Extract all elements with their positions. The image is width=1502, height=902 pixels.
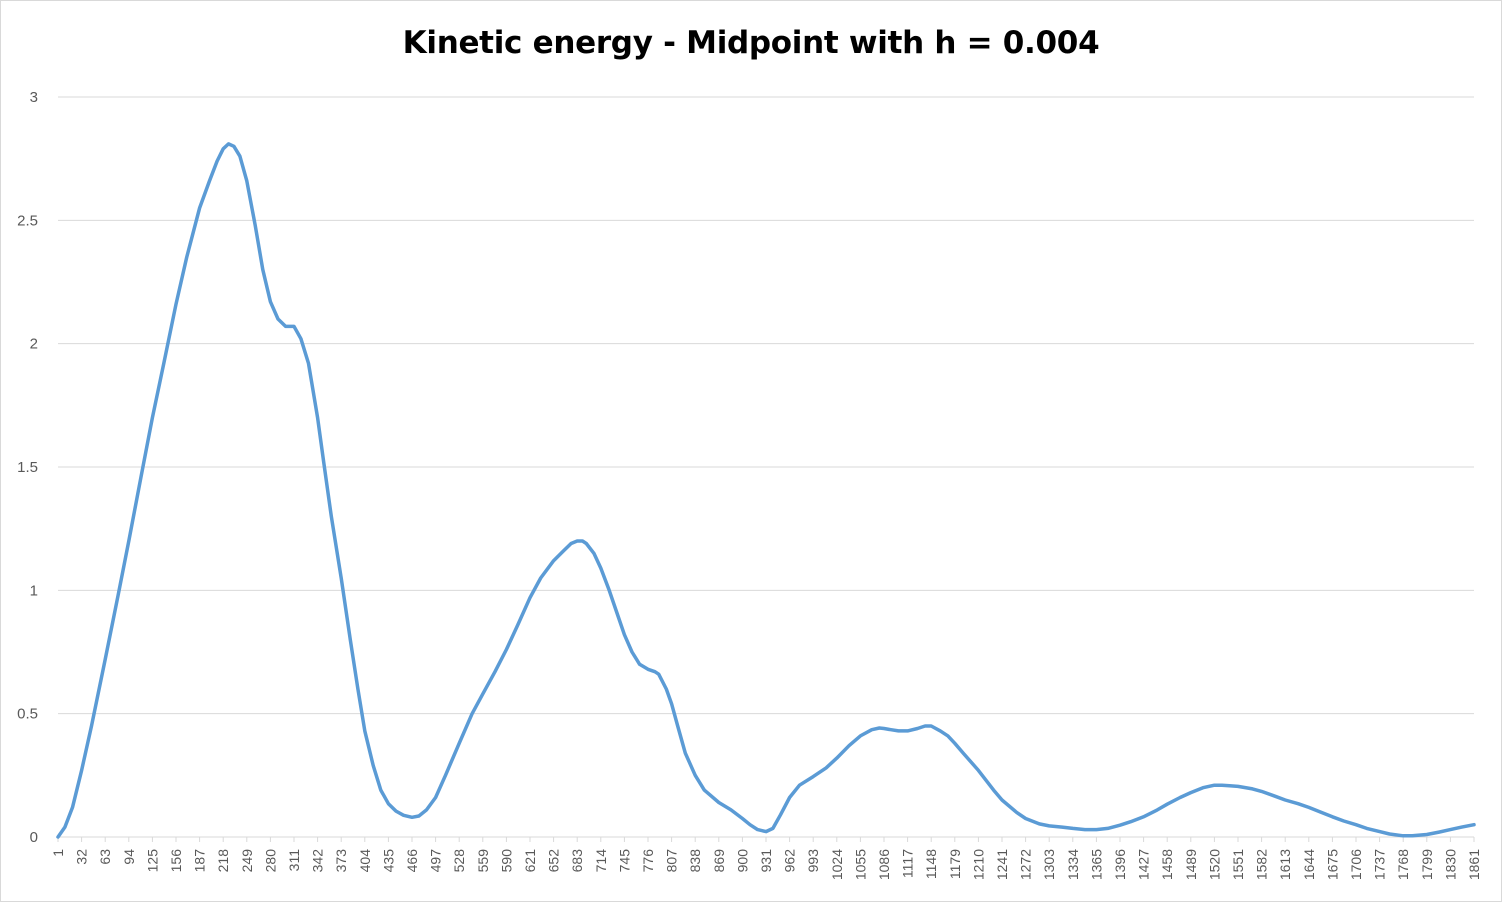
y-tick-label: 0.5 bbox=[17, 706, 38, 723]
y-tick-label: 2.5 bbox=[17, 212, 38, 229]
x-tick-label: 1117 bbox=[900, 849, 916, 878]
x-tick-label: 621 bbox=[522, 849, 538, 873]
x-tick-label: 1551 bbox=[1230, 849, 1246, 880]
y-tick-label: 1 bbox=[30, 582, 38, 599]
x-tick-label: 1489 bbox=[1183, 849, 1199, 880]
x-tick-label: 590 bbox=[498, 849, 514, 873]
x-tick-label: 1520 bbox=[1206, 849, 1222, 880]
x-tick-label: 342 bbox=[310, 849, 326, 873]
x-tick-label: 1024 bbox=[829, 849, 845, 880]
x-tick-label: 1861 bbox=[1466, 849, 1482, 880]
x-tick-label: 373 bbox=[333, 849, 349, 873]
x-tick-label: 745 bbox=[616, 849, 632, 873]
x-tick-label: 1675 bbox=[1324, 849, 1340, 880]
x-tick-label: 1210 bbox=[970, 849, 986, 880]
x-tick-label: 218 bbox=[215, 849, 231, 873]
x-tick-label: 404 bbox=[357, 849, 373, 873]
gridlines bbox=[58, 96, 1474, 715]
x-axis: 1 32 63 94 125 156 187 218 249 280 311 342 373 404 435… bbox=[50, 836, 1482, 880]
y-axis: 0 0.5 1 1.5 2 2.5 3 bbox=[17, 89, 38, 846]
x-tick-label: 1644 bbox=[1301, 849, 1317, 880]
x-tick-label: 1272 bbox=[1018, 849, 1034, 880]
x-tick-label: 900 bbox=[734, 849, 750, 873]
x-tick-label: 1334 bbox=[1065, 849, 1081, 880]
x-tick-label: 1706 bbox=[1348, 849, 1364, 880]
x-tick-label: 962 bbox=[782, 849, 798, 873]
x-tick-label: 993 bbox=[805, 849, 821, 873]
y-tick-label: 0 bbox=[30, 829, 38, 846]
x-tick-label: 1086 bbox=[876, 849, 892, 880]
x-tick-label: 1768 bbox=[1395, 849, 1411, 880]
x-tick-label: 156 bbox=[168, 849, 184, 873]
series-line-0 bbox=[56, 142, 1476, 839]
x-tick-label: 1365 bbox=[1088, 849, 1104, 880]
x-tick-label: 1396 bbox=[1112, 849, 1128, 880]
x-tick-label: 1458 bbox=[1159, 849, 1175, 880]
x-tick-label: 838 bbox=[687, 849, 703, 873]
x-tick-label: 807 bbox=[664, 849, 680, 873]
x-tick-label: 528 bbox=[451, 849, 467, 873]
x-tick-label: 683 bbox=[569, 849, 585, 873]
x-tick-label: 187 bbox=[192, 849, 208, 873]
x-tick-label: 466 bbox=[404, 849, 420, 873]
x-tick-label: 1737 bbox=[1372, 849, 1388, 880]
x-tick-label: 1055 bbox=[852, 849, 868, 880]
x-tick-label: 1148 bbox=[923, 849, 939, 879]
x-tick-label: 1613 bbox=[1277, 849, 1293, 880]
x-tick-label: 1 bbox=[50, 849, 66, 857]
series-layer bbox=[56, 142, 1476, 839]
x-tick-label: 32 bbox=[74, 849, 90, 865]
x-tick-label: 1179 bbox=[947, 849, 963, 879]
x-tick-label: 497 bbox=[428, 849, 444, 873]
x-tick-label: 94 bbox=[121, 849, 137, 865]
x-tick-label: 559 bbox=[475, 849, 491, 873]
x-tick-label: 714 bbox=[593, 849, 609, 873]
y-tick-label: 2 bbox=[30, 336, 38, 353]
chart-title: Kinetic energy - Midpoint with h = 0.004 bbox=[402, 25, 1100, 61]
x-tick-label: 652 bbox=[546, 849, 562, 873]
x-tick-label: 125 bbox=[144, 849, 160, 873]
x-tick-label: 1427 bbox=[1136, 849, 1152, 880]
x-tick-label: 776 bbox=[640, 849, 656, 873]
x-tick-label: 1241 bbox=[994, 849, 1010, 880]
x-tick-label: 1303 bbox=[1041, 849, 1057, 880]
x-tick-label: 63 bbox=[97, 849, 113, 865]
x-tick-label: 931 bbox=[758, 849, 774, 873]
x-tick-label: 869 bbox=[711, 849, 727, 873]
x-tick-label: 435 bbox=[380, 849, 396, 873]
x-tick-label: 1830 bbox=[1442, 849, 1458, 880]
x-tick-label: 311 bbox=[286, 849, 302, 872]
y-tick-label: 1.5 bbox=[17, 459, 38, 476]
y-tick-label: 3 bbox=[30, 89, 38, 106]
x-tick-label: 1799 bbox=[1419, 849, 1435, 880]
x-tick-label: 249 bbox=[239, 849, 255, 873]
x-tick-label: 280 bbox=[262, 849, 278, 873]
x-tick-label: 1582 bbox=[1254, 849, 1270, 880]
